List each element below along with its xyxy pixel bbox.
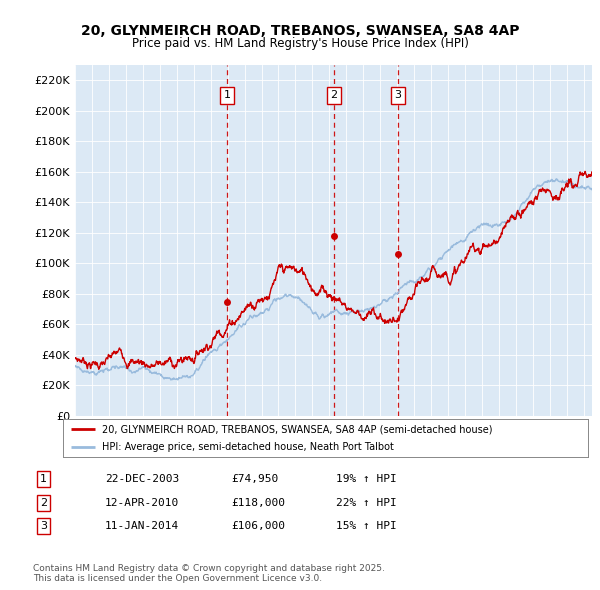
Text: 20, GLYNMEIRCH ROAD, TREBANOS, SWANSEA, SA8 4AP: 20, GLYNMEIRCH ROAD, TREBANOS, SWANSEA, … (81, 24, 519, 38)
Text: Price paid vs. HM Land Registry's House Price Index (HPI): Price paid vs. HM Land Registry's House … (131, 37, 469, 50)
Text: 1: 1 (224, 90, 230, 100)
Text: £74,950: £74,950 (231, 474, 278, 484)
Text: 3: 3 (394, 90, 401, 100)
Text: 22-DEC-2003: 22-DEC-2003 (105, 474, 179, 484)
Text: Contains HM Land Registry data © Crown copyright and database right 2025.
This d: Contains HM Land Registry data © Crown c… (33, 563, 385, 583)
Text: 20, GLYNMEIRCH ROAD, TREBANOS, SWANSEA, SA8 4AP (semi-detached house): 20, GLYNMEIRCH ROAD, TREBANOS, SWANSEA, … (103, 424, 493, 434)
Text: £118,000: £118,000 (231, 498, 285, 507)
Text: HPI: Average price, semi-detached house, Neath Port Talbot: HPI: Average price, semi-detached house,… (103, 442, 394, 452)
Text: 12-APR-2010: 12-APR-2010 (105, 498, 179, 507)
Text: 15% ↑ HPI: 15% ↑ HPI (336, 522, 397, 531)
Text: 11-JAN-2014: 11-JAN-2014 (105, 522, 179, 531)
Text: 2: 2 (331, 90, 338, 100)
Text: 1: 1 (40, 474, 47, 484)
Text: 19% ↑ HPI: 19% ↑ HPI (336, 474, 397, 484)
Text: 3: 3 (40, 522, 47, 531)
Text: £106,000: £106,000 (231, 522, 285, 531)
Text: 22% ↑ HPI: 22% ↑ HPI (336, 498, 397, 507)
Text: 2: 2 (40, 498, 47, 507)
